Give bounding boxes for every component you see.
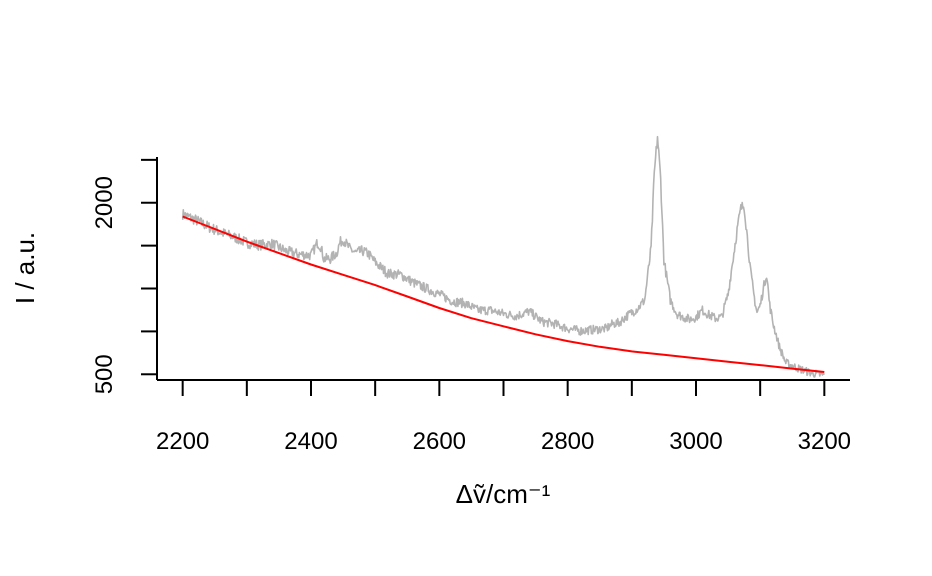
x-axis-label: Δṽ/cm⁻¹ bbox=[456, 479, 551, 509]
x-tick-label-2400: 2400 bbox=[284, 428, 337, 455]
x-tick-label-2800: 2800 bbox=[541, 428, 594, 455]
y-tick-label-2000: 2000 bbox=[91, 176, 118, 229]
x-tick-label-3200: 3200 bbox=[798, 428, 851, 455]
series-spectrum-line bbox=[181, 135, 825, 378]
axes: 2200 2400 2600 2800 3000 3200 500 2000 bbox=[91, 157, 851, 455]
x-tick-label-3000: 3000 bbox=[669, 428, 722, 455]
y-tick-label-500: 500 bbox=[91, 354, 118, 394]
series-layer bbox=[181, 135, 825, 378]
x-tick-label-2200: 2200 bbox=[156, 428, 209, 455]
y-ticks: 500 2000 bbox=[91, 158, 157, 394]
y-axis-label: I / a.u. bbox=[10, 232, 40, 304]
series-baseline-line bbox=[182, 215, 825, 373]
x-tick-label-2600: 2600 bbox=[413, 428, 466, 455]
x-ticks: 2200 2400 2600 2800 3000 3200 bbox=[156, 380, 851, 455]
